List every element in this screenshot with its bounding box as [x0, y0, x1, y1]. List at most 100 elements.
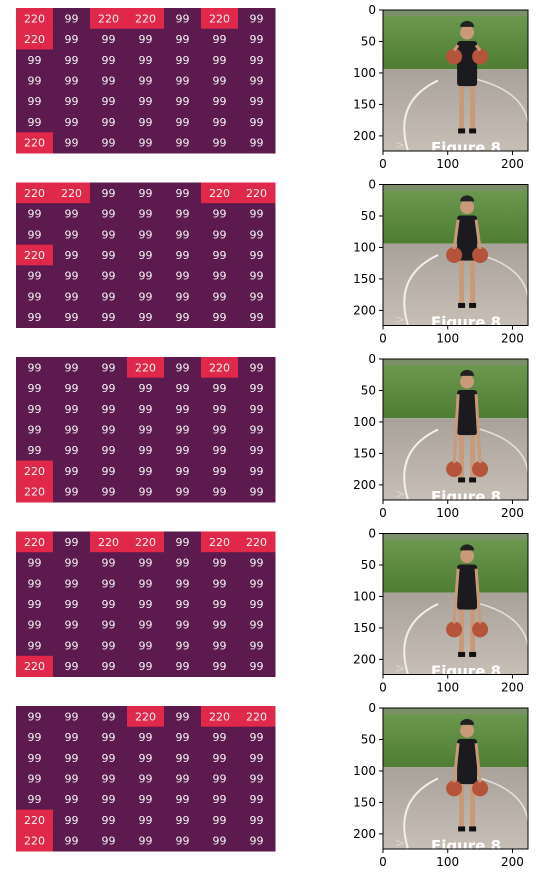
- player-jersey: [457, 564, 478, 610]
- heatmap-cell-label: 99: [213, 577, 227, 590]
- heatmap-cell-label: 99: [139, 75, 153, 88]
- heatmap-1: 220 99 220 220 99 220 99 220 99 99 99 99 99 99 99 99 99 9…: [16, 8, 276, 154]
- heatmap-cell-label: 99: [28, 311, 42, 324]
- heatmap-cell-label: 99: [213, 311, 227, 324]
- heatmap-cell-label: 99: [176, 95, 190, 108]
- heatmap-cell-label: 99: [250, 639, 264, 652]
- heatmap-cell-label: 220: [135, 12, 156, 25]
- heatmap-cell-label: 99: [139, 290, 153, 303]
- heatmap-cell: [164, 593, 202, 615]
- x-tick-label: 100: [436, 506, 459, 520]
- heatmap-cell: [16, 419, 54, 441]
- heatmap-cell-label: 99: [28, 773, 42, 786]
- heatmap-cell: [16, 552, 54, 574]
- heatmap-cell-label: 99: [28, 75, 42, 88]
- heatmap-cell-label: 99: [250, 270, 264, 283]
- heatmap-cell-label: 99: [176, 403, 190, 416]
- heatmap-cell: [238, 182, 276, 204]
- heatmap-cell-label: 99: [65, 465, 79, 478]
- heatmap-cell: [201, 531, 239, 553]
- heatmap-cell-label: 99: [65, 361, 79, 374]
- heatmap-cell: [238, 419, 276, 441]
- heatmap-cell-label: 99: [250, 116, 264, 129]
- heatmap-cell-label: 99: [176, 660, 190, 673]
- heatmap-cell-label: 99: [176, 187, 190, 200]
- heatmap-cell-label: 99: [102, 311, 116, 324]
- basketball: [472, 48, 489, 65]
- heatmap-cell: [53, 203, 91, 225]
- heatmap-cell-label: 220: [24, 465, 45, 478]
- heatmap-cell-label: 99: [102, 710, 116, 723]
- heatmap-cell-label: 99: [176, 465, 190, 478]
- heatmap-cell-label: 99: [250, 54, 264, 67]
- heatmap-cell: [16, 286, 54, 308]
- heatmap-cell: [90, 572, 128, 595]
- heatmap-cell: [16, 593, 54, 615]
- heatmap-cell: [53, 70, 91, 92]
- heatmap-cell: [127, 377, 165, 399]
- heatmap-cell-label: 99: [28, 598, 42, 611]
- heatmap-cell: [164, 552, 202, 574]
- heatmap-cell-label: 99: [176, 557, 190, 570]
- video-frame-image: > Figure 8: [383, 10, 528, 151]
- heatmap-cell-label: 99: [213, 557, 227, 570]
- heatmap-cell-label: 99: [102, 814, 116, 827]
- heatmap-cell-label: 99: [176, 710, 190, 723]
- heatmap-cell-label: 99: [139, 116, 153, 129]
- image-panel-2: > Figure 8 0 50 100 150 200 0 100 200: [353, 178, 529, 346]
- heatmap-cell-label: 220: [24, 814, 45, 827]
- heatmap-cell: [90, 726, 128, 748]
- heatmap-cell: [238, 747, 276, 769]
- heatmap-cell-label: 220: [135, 536, 156, 549]
- heatmap-cell: [53, 614, 91, 636]
- heatmap-cell: [164, 132, 202, 154]
- heatmap-cell-label: 99: [139, 249, 153, 262]
- heatmap-cell-label: 99: [28, 361, 42, 374]
- heatmap-cell: [53, 182, 91, 204]
- heatmap-cell-label: 99: [176, 814, 190, 827]
- heatmap-cell-label: 99: [65, 137, 79, 150]
- heatmap-cell-label: 99: [139, 486, 153, 499]
- heatmap-cell-label: 99: [65, 249, 79, 262]
- heatmap-cell-label: 99: [102, 577, 116, 590]
- heatmap-cell-label: 99: [176, 361, 190, 374]
- heatmap-cell: [164, 481, 202, 503]
- y-tick-label: 0: [368, 352, 376, 366]
- heatmap-cell: [16, 706, 54, 728]
- heatmap-cell-label: 99: [176, 773, 190, 786]
- heatmap-cell: [90, 357, 128, 379]
- heatmap-cell-label: 99: [176, 270, 190, 283]
- heatmap-cell: [127, 830, 165, 852]
- heatmap-cell: [238, 70, 276, 92]
- player-jersey: [457, 41, 478, 87]
- heatmap-cell-label: 99: [176, 752, 190, 765]
- heatmap-cell: [127, 203, 165, 225]
- heatmap-cell: [53, 132, 91, 154]
- heatmap-cell: [201, 90, 239, 113]
- heatmap-cell: [238, 132, 276, 154]
- heatmap-cell-label: 99: [213, 95, 227, 108]
- heatmap-cell: [53, 28, 91, 50]
- heatmap-cell-label: 99: [213, 660, 227, 673]
- heatmap-cell: [127, 614, 165, 636]
- heatmap-cell-label: 99: [102, 619, 116, 632]
- heatmap-cell: [201, 572, 239, 595]
- heatmap-cell: [90, 70, 128, 92]
- heatmap-cell-label: 99: [102, 187, 116, 200]
- heatmap-cell-label: 99: [250, 403, 264, 416]
- heatmap-cell-label: 220: [24, 33, 45, 46]
- heatmap-cell: [53, 747, 91, 769]
- heatmap-cell: [238, 28, 276, 50]
- heatmap-cell-label: 220: [246, 536, 267, 549]
- heatmap-cell: [201, 768, 239, 790]
- heatmap-cell: [201, 182, 239, 204]
- heatmap-cell: [238, 439, 276, 462]
- heatmap-cell-label: 99: [102, 54, 116, 67]
- heatmap-cell: [127, 460, 165, 482]
- heatmap-cell: [53, 398, 91, 420]
- heatmap-cell: [201, 439, 239, 462]
- heatmap-cell-label: 99: [139, 465, 153, 478]
- heatmap-cell: [164, 28, 202, 50]
- heatmap-cell: [164, 635, 202, 657]
